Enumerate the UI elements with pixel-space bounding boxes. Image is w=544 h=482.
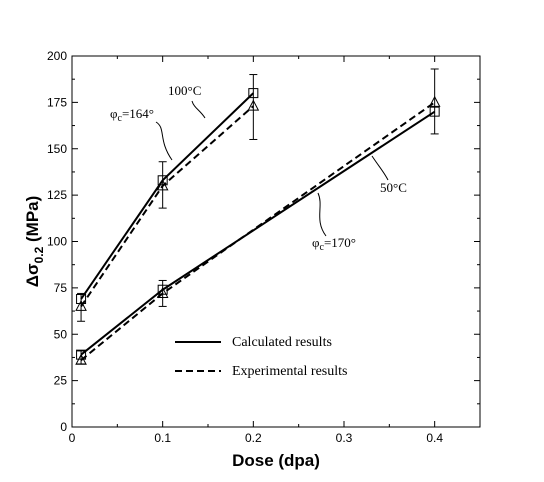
experimental-marker [75,353,87,365]
calculated-line [80,110,436,356]
annotations: 100°C φc=164° 50°C φc=170° [110,83,407,253]
x-tick-label: 0.1 [154,431,171,445]
leader-line [317,192,327,237]
y-tick-label: 200 [47,49,67,63]
y-tick-label: 175 [47,95,67,109]
calculated-marker [76,349,87,360]
calculated-marker [157,284,168,295]
temperature-label-100: 100°C [168,83,201,98]
legend: Calculated results Experimental results [175,335,347,379]
y-tick-label: 0 [60,420,67,434]
experimental-marker [156,286,169,298]
y-tick-label: 150 [47,142,67,156]
experimental-marker [247,99,260,111]
y-tick-label: 25 [54,374,68,388]
experimental-marker [156,179,169,191]
calculated-marker [429,106,440,117]
y-tick-label: 50 [54,327,68,341]
legend-experimental-label: Experimental results [232,364,347,379]
experimental-marker [428,95,441,107]
experimental-line [80,101,436,361]
axes: 0 25 50 75 100 125 150 175 200 0 0.1 0.2 0.3 0.4 Dose … [23,49,481,470]
y-axis-title: Δσ0.2 (MPa) [23,196,46,288]
y-tick-label: 100 [47,235,67,249]
temperature-label-50: 50°C [380,180,407,195]
leader-line [191,100,206,119]
calculated-marker [248,88,259,99]
y-tick-label: 75 [54,281,68,295]
series [75,68,441,365]
x-tick-label: 0 [69,431,76,445]
x-tick-label: 0.3 [336,431,353,445]
phi-label-170: φc=170° [312,235,356,253]
x-tick-label: 0.4 [426,431,443,445]
calculated-marker [76,294,87,305]
y-tick-label: 125 [47,188,67,202]
legend-calculated-label: Calculated results [232,335,332,350]
experimental-marker [75,299,87,311]
leader-line [371,155,389,181]
phi-label-164: φc=164° [110,106,154,124]
calculated-marker [157,175,168,186]
experimental-line [80,105,254,307]
x-tick-label: 0.2 [245,431,262,445]
leader-line [155,121,173,161]
x-axis-title: Dose (dpa) [232,451,320,470]
